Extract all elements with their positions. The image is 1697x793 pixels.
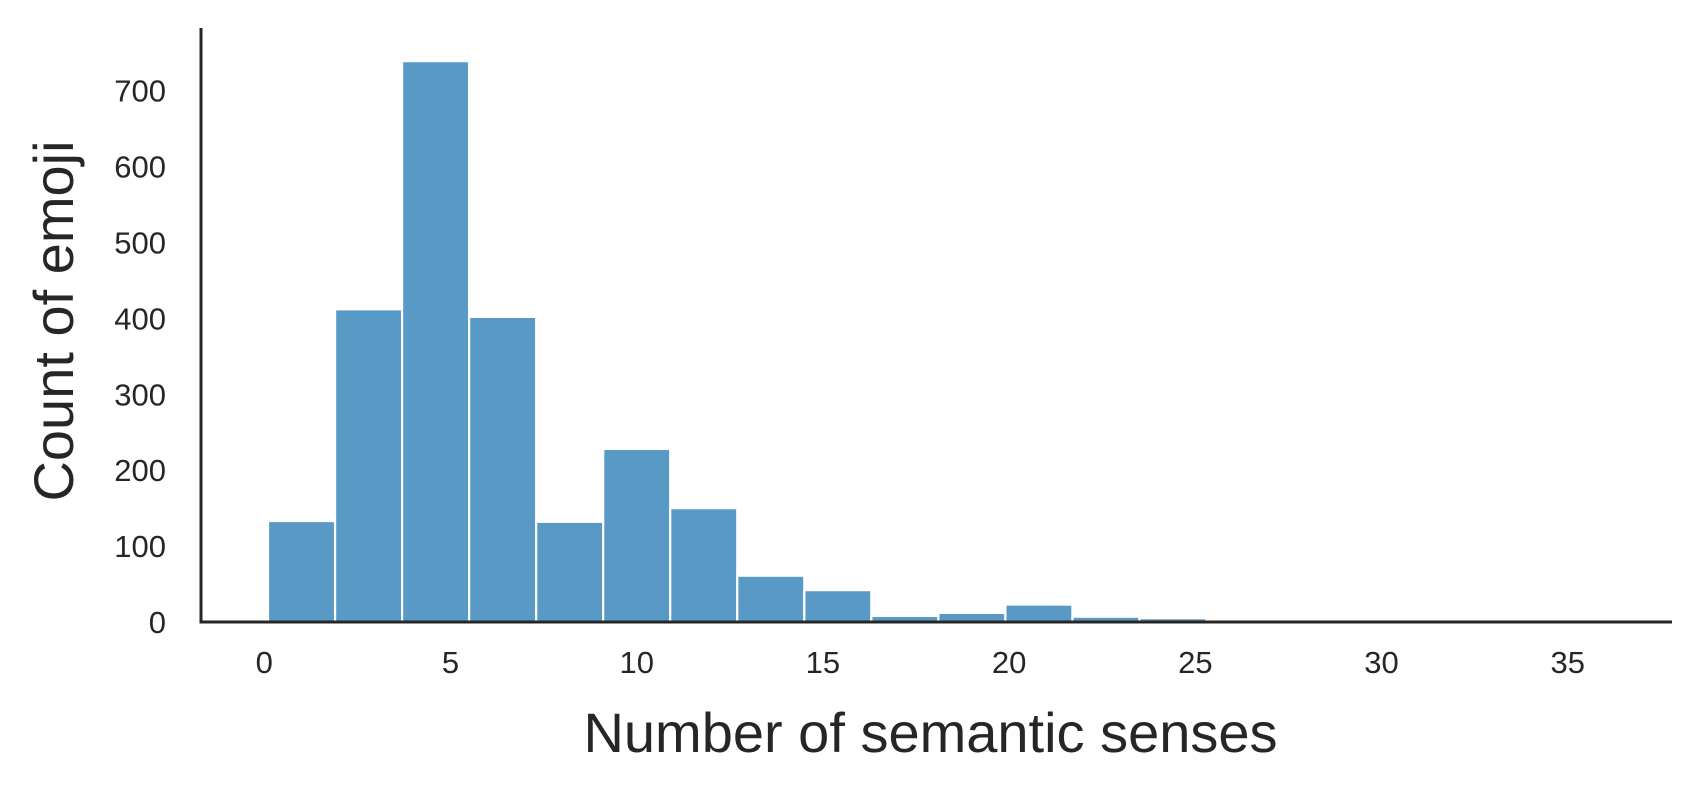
y-tick-label: 700 xyxy=(114,74,166,109)
y-tick-label: 500 xyxy=(114,226,166,261)
x-tick-label: 15 xyxy=(806,645,840,680)
histogram-bar xyxy=(468,315,538,624)
x-tick-label: 25 xyxy=(1178,645,1212,680)
histogram-bar xyxy=(602,447,672,624)
histogram-bar xyxy=(400,60,471,624)
histogram-bar xyxy=(669,507,739,624)
y-tick-label: 200 xyxy=(114,453,166,488)
histogram-bar xyxy=(1004,603,1074,624)
histogram-bar xyxy=(333,308,404,624)
y-tick-label: 0 xyxy=(149,605,166,640)
histogram-bars xyxy=(266,60,1610,624)
x-tick-label: 30 xyxy=(1364,645,1398,680)
y-tick-label: 300 xyxy=(114,377,166,412)
y-tick-label: 400 xyxy=(114,301,166,336)
x-tick-label: 20 xyxy=(992,645,1026,680)
histogram-bar xyxy=(535,520,605,624)
x-axis-title: Number of semantic senses xyxy=(583,701,1277,764)
y-axis-title: Count of emoji xyxy=(22,140,85,501)
y-tick-label: 100 xyxy=(114,529,166,564)
y-axis-ticks: 0 100 200 300 400 500 600 700 xyxy=(114,74,166,640)
histogram-bar xyxy=(736,574,806,624)
y-tick-label: 600 xyxy=(114,150,166,185)
histogram-bar xyxy=(803,589,873,624)
x-tick-label: 35 xyxy=(1550,645,1584,680)
x-tick-label: 5 xyxy=(442,645,459,680)
x-tick-label: 10 xyxy=(619,645,653,680)
x-axis-ticks: 0 5 10 15 20 25 30 35 xyxy=(256,645,1585,680)
histogram-bar xyxy=(266,519,337,624)
x-tick-label: 0 xyxy=(256,645,273,680)
